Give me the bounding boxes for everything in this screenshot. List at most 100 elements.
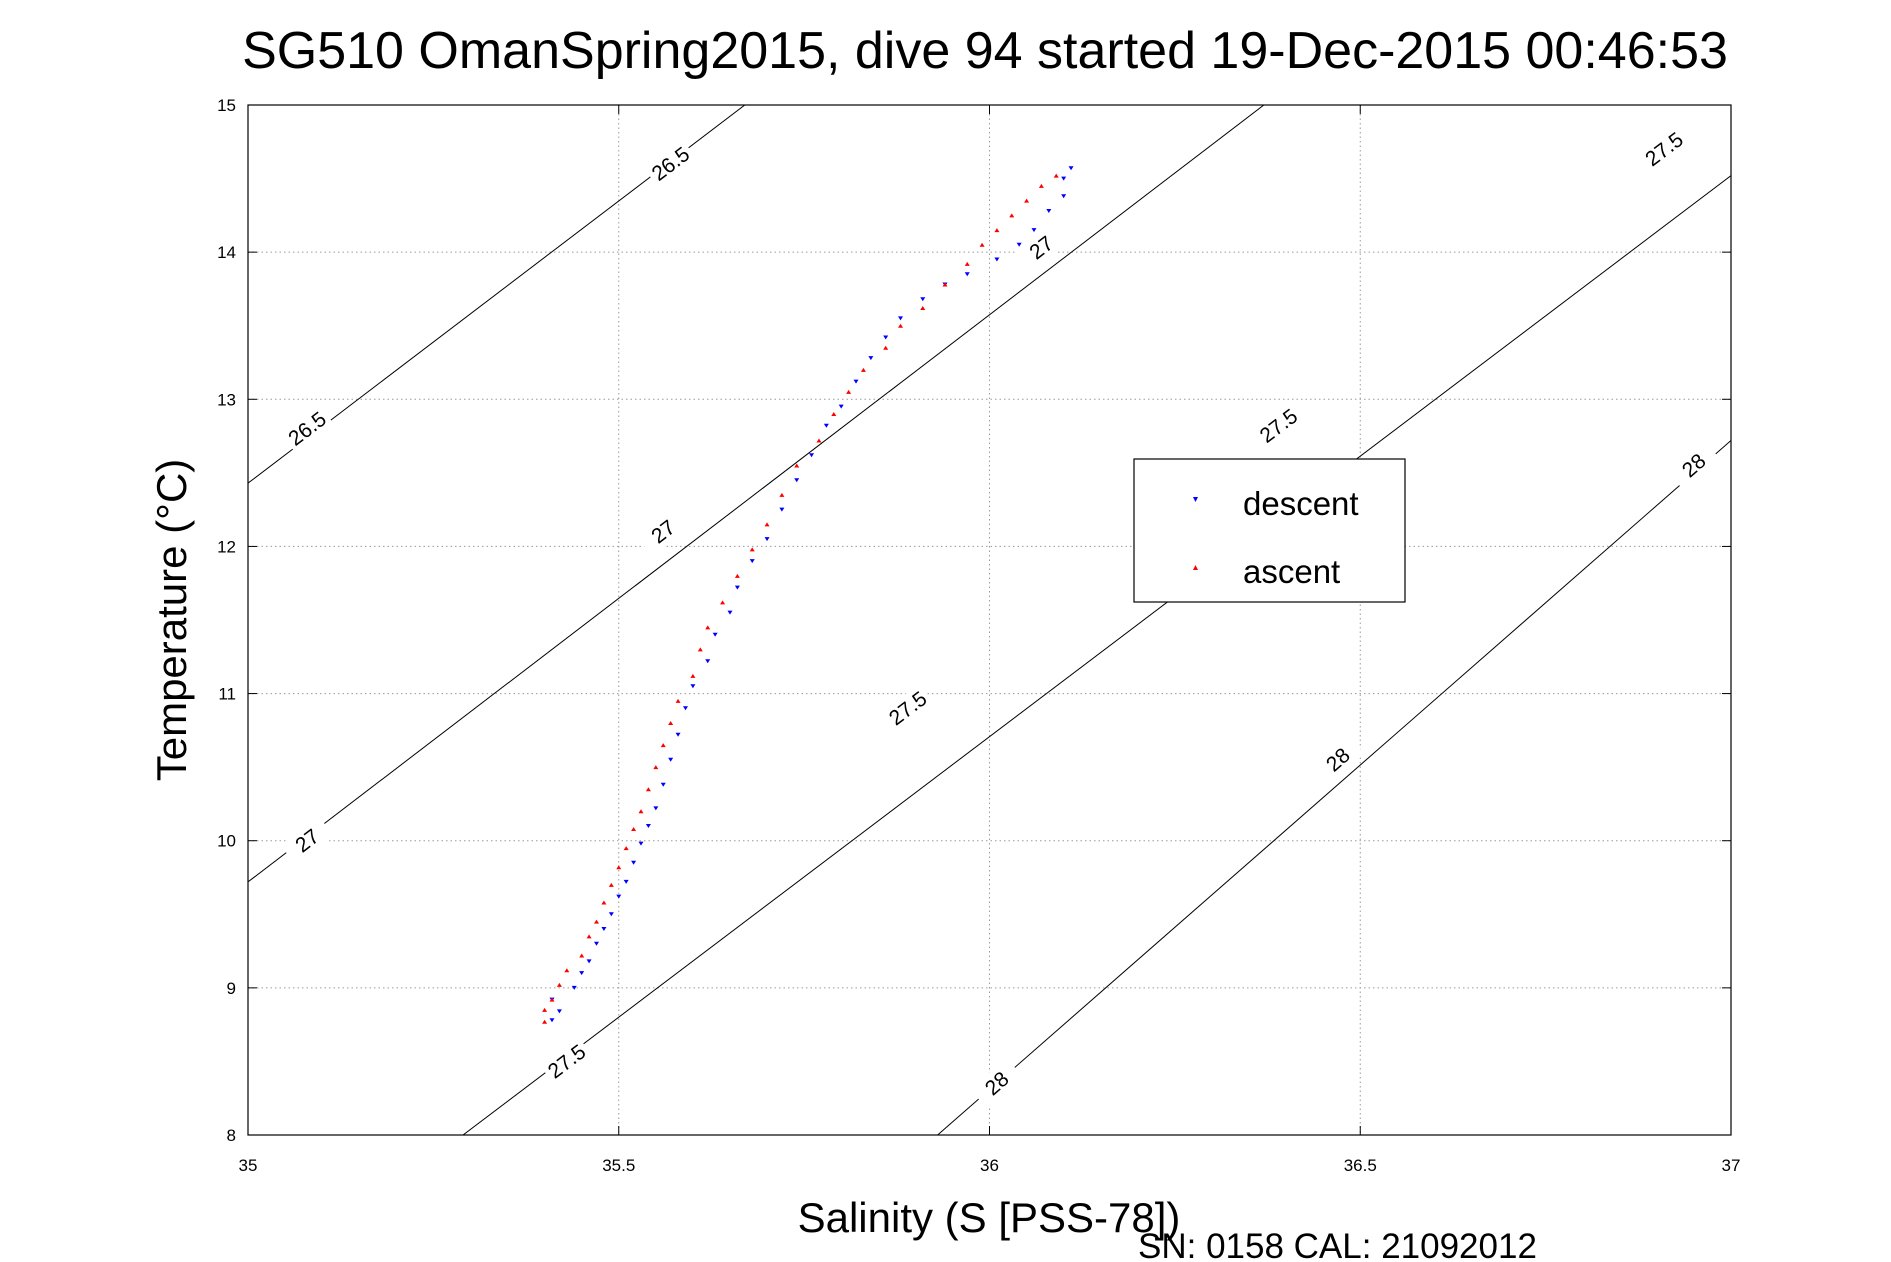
legend-label-descent: descent [1243, 485, 1359, 522]
descent-point [638, 841, 644, 846]
chart-title: SG510 OmanSpring2015, dive 94 started 19… [242, 22, 1728, 80]
ascent-point [749, 547, 755, 552]
descent-point [690, 684, 696, 689]
ascent-point [668, 721, 674, 725]
descent-point [823, 423, 829, 428]
contour-label-bg [1637, 124, 1692, 174]
x-tick-label: 37 [1722, 1156, 1741, 1175]
ascent-point [1024, 198, 1030, 203]
ascent-point [898, 323, 904, 328]
ascent-point [883, 345, 889, 350]
ascent-point [638, 809, 644, 814]
ascent-point [779, 492, 785, 497]
ascent-point [764, 522, 770, 527]
descent-point [579, 971, 585, 976]
y-tick-label: 10 [217, 832, 236, 851]
grid-lines [248, 105, 1731, 1135]
ascent-point [542, 1019, 548, 1024]
ascent-point [564, 968, 570, 973]
descent-point [964, 272, 970, 277]
ascent-point [645, 787, 651, 792]
descent-point [809, 453, 815, 458]
ascent-point [1009, 213, 1015, 218]
contour-label-bg [280, 815, 335, 866]
descent-point [705, 659, 711, 664]
descent-point [749, 559, 755, 564]
descent-point [920, 297, 926, 302]
descent-point [623, 879, 629, 884]
legend-box [1133, 458, 1406, 603]
ascent-point [964, 261, 970, 266]
series-ascent [542, 173, 1059, 1024]
y-tick-label: 15 [217, 96, 236, 115]
contour-label-bg [280, 403, 335, 454]
ascent-point [860, 367, 866, 372]
ascent-point [601, 900, 607, 905]
descent-point [1068, 166, 1074, 171]
axis-ticks: 35 35.5 36 36.5 37 8 9 10 11 12 13 14 15 [217, 96, 1740, 1175]
descent-point [682, 706, 688, 711]
descent-point [712, 632, 718, 637]
contour-label-bg [1251, 400, 1306, 451]
ascent-point [816, 438, 822, 443]
x-tick-label: 35.5 [602, 1156, 635, 1175]
ascent-point [994, 228, 1000, 233]
descent-point [601, 927, 607, 931]
x-tick-label: 36 [980, 1156, 999, 1175]
descent-point [571, 985, 577, 990]
x-axis-label: Salinity (S [PSS-78]) [798, 1194, 1181, 1241]
descent-point [631, 860, 637, 865]
ascent-point [794, 463, 800, 468]
contour-label-bg [636, 506, 691, 557]
ascent-point [631, 826, 637, 831]
ascent-point [660, 743, 666, 748]
ascent-point [697, 647, 703, 652]
contour-label-bg [970, 1057, 1024, 1110]
legend-marker-descent [1193, 497, 1198, 502]
descent-point [586, 959, 592, 964]
x-tick-label: 35 [239, 1156, 258, 1175]
descent-point [1016, 242, 1022, 247]
contour-label-bg [1667, 439, 1721, 492]
ascent-point [1053, 173, 1059, 178]
serial-calibration-note: SN: 0158 CAL: 21092012 [1138, 1227, 1537, 1262]
descent-point [675, 732, 681, 737]
contour-label-bg [539, 1036, 594, 1087]
ascent-point [734, 573, 740, 578]
ascent-point [549, 997, 555, 1002]
legend-marker-ascent [1193, 565, 1198, 570]
contour-label-bg [643, 138, 698, 189]
descent-point [794, 478, 800, 483]
ascent-point [556, 982, 562, 987]
descent-point [653, 806, 659, 811]
ascent-point [623, 846, 629, 851]
isopycnal-27.5 [462, 175, 1731, 1135]
ascent-point [831, 412, 837, 416]
descent-point [883, 335, 889, 340]
ascent-point [653, 765, 659, 770]
y-tick-label: 9 [227, 979, 236, 998]
ascent-point [846, 389, 852, 394]
descent-point [838, 404, 844, 409]
descent-point [616, 894, 622, 899]
legend: descent ascent [1133, 458, 1406, 603]
ascent-point [1038, 183, 1044, 188]
contour-label-bg [880, 683, 935, 734]
y-tick-label: 12 [217, 537, 236, 556]
contour-label-bg [1014, 222, 1069, 273]
legend-label-ascent: ascent [1243, 553, 1340, 590]
y-tick-label: 13 [217, 390, 236, 409]
descent-point [1031, 228, 1037, 233]
descent-point [608, 912, 614, 917]
descent-point [994, 257, 1000, 262]
descent-point [898, 316, 904, 321]
descent-point [556, 1009, 562, 1014]
contour-label-bg [1311, 734, 1365, 786]
descent-point [727, 610, 733, 615]
ascent-point [594, 919, 600, 924]
ascent-point [720, 600, 726, 605]
x-tick-label: 36.5 [1344, 1156, 1377, 1175]
y-tick-label: 14 [217, 243, 236, 262]
